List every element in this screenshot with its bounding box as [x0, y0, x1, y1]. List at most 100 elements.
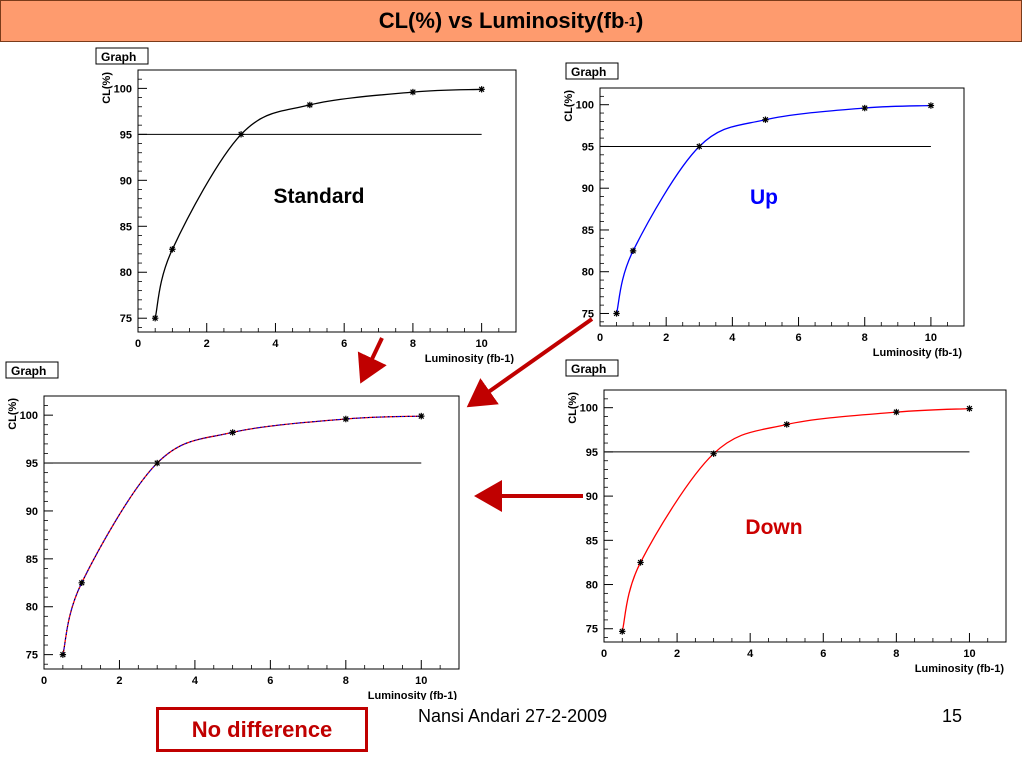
data-point-marker — [710, 450, 717, 457]
x-tick-label: 6 — [267, 675, 273, 687]
data-point-marker — [153, 459, 161, 467]
x-tick-label: 0 — [601, 648, 607, 660]
data-point-marker — [783, 421, 790, 428]
y-tick-label: 85 — [120, 221, 132, 233]
graph-label-text: Graph — [11, 364, 46, 378]
x-tick-label: 8 — [862, 332, 868, 344]
y-tick-label: 90 — [26, 506, 38, 518]
data-point-marker — [478, 86, 485, 93]
x-tick-label: 4 — [192, 675, 199, 687]
data-point-marker — [893, 408, 900, 416]
chart-annotation: Standard — [273, 185, 364, 208]
x-tick-label: 2 — [663, 332, 669, 344]
graph-label-text: Graph — [571, 65, 606, 79]
arrow-standard-to-combined — [357, 337, 387, 384]
plot-frame — [603, 389, 1007, 643]
data-point-marker — [696, 143, 703, 150]
y-tick-label: 100 — [580, 403, 598, 415]
x-tick-label: 0 — [41, 675, 47, 687]
data-point-marker — [637, 559, 644, 566]
graph-label: Graph — [5, 361, 59, 379]
y-tick-label: 80 — [120, 267, 132, 279]
plot-frame — [599, 87, 965, 327]
data-point-marker — [78, 579, 85, 586]
y-tick-label: 75 — [120, 313, 132, 325]
chart-up: Graph 75 80 85 90 95 100 0 2 4 6 8 10 Luminosity (fb-… — [564, 62, 965, 359]
slide-title-close: ) — [635, 8, 644, 33]
data-point-marker — [59, 651, 67, 658]
y-tick-label: 95 — [586, 447, 598, 459]
x-tick-label: 8 — [893, 648, 899, 660]
x-axis-label: Luminosity (fb-1) — [425, 353, 515, 364]
y-tick-label: 90 — [582, 183, 594, 195]
data-point-marker — [237, 131, 245, 138]
conclusion-box: No difference — [156, 707, 368, 752]
data-point-marker — [861, 104, 868, 112]
y-axis-label: CL(%) — [7, 398, 19, 430]
graph-label: Graph — [565, 62, 619, 80]
data-point-marker — [966, 405, 973, 412]
data-point-marker — [927, 102, 935, 109]
data-point-marker — [151, 315, 159, 322]
footer-author: Nansi Andari 27-2-2009 — [418, 706, 608, 726]
y-tick-label: 85 — [586, 535, 598, 547]
x-tick-label: 4 — [729, 332, 736, 344]
x-axis-label: Luminosity (fb-1) — [368, 690, 458, 700]
graph-label-box — [565, 359, 619, 377]
y-tick-label: 95 — [120, 129, 132, 141]
y-tick-label: 75 — [586, 624, 598, 636]
x-tick-label: 0 — [135, 338, 141, 350]
x-tick-label: 4 — [272, 338, 279, 350]
graph-label-box — [5, 361, 59, 379]
y-tick-label: 95 — [26, 458, 38, 470]
x-tick-label: 6 — [795, 332, 801, 344]
x-tick-label: 10 — [963, 648, 975, 660]
y-axis-label: CL(%) — [567, 392, 579, 424]
x-tick-label: 8 — [343, 675, 349, 687]
x-tick-label: 10 — [415, 675, 427, 687]
data-point-marker — [762, 116, 769, 123]
y-tick-label: 100 — [114, 83, 132, 95]
plot-frame — [137, 69, 517, 333]
graph-label: Graph — [95, 47, 149, 65]
y-tick-label: 80 — [582, 267, 594, 279]
chart-annotation: Up — [750, 186, 778, 209]
y-tick-label: 85 — [582, 225, 594, 237]
y-axis-label: CL(%) — [564, 90, 575, 122]
slide-title: CL(%) vs Luminosity(fb -1) — [0, 0, 1022, 42]
y-tick-label: 75 — [582, 308, 594, 320]
x-tick-label: 2 — [204, 338, 210, 350]
x-tick-label: 0 — [597, 332, 603, 344]
data-point-marker — [418, 412, 425, 420]
x-axis-label: Luminosity (fb-1) — [873, 347, 963, 359]
x-tick-label: 10 — [925, 332, 937, 344]
graph-label-box — [565, 62, 619, 80]
x-tick-label: 10 — [476, 338, 488, 350]
chart-down: Graph 75 80 85 90 95 100 0 2 4 6 8 10 Luminosity (fb-… — [565, 359, 1007, 675]
y-tick-label: 90 — [120, 175, 132, 187]
slide-title-sup: -1 — [624, 13, 636, 29]
y-tick-label: 90 — [586, 491, 598, 503]
x-tick-label: 2 — [674, 648, 680, 660]
x-tick-label: 6 — [341, 338, 347, 350]
arrow-up-to-combined — [466, 317, 594, 408]
data-point-marker — [619, 628, 626, 635]
y-tick-label: 100 — [20, 410, 38, 422]
chart-standard: Graph 75 80 85 90 95 100 0 2 4 6 8 10 Luminosity (fb-… — [95, 47, 517, 364]
data-point-marker — [169, 246, 176, 253]
y-tick-label: 100 — [576, 100, 594, 112]
graph-label: Graph — [565, 359, 619, 377]
graph-label-box — [95, 47, 149, 65]
chart-combined: Graph 75 80 85 90 95 100 0 2 4 6 8 10 Luminosity (fb-… — [5, 361, 460, 700]
y-tick-label: 95 — [582, 141, 594, 153]
y-axis-label: CL(%) — [101, 72, 113, 104]
chart-annotation: Down — [745, 516, 802, 539]
data-point-marker — [629, 247, 637, 255]
y-tick-label: 80 — [26, 602, 38, 614]
data-point-marker — [409, 88, 417, 96]
data-point-marker — [229, 429, 236, 436]
plot-frame — [43, 395, 460, 670]
x-tick-label: 2 — [116, 675, 122, 687]
slide-title-main: CL(%) vs Luminosity(fb — [378, 8, 625, 33]
